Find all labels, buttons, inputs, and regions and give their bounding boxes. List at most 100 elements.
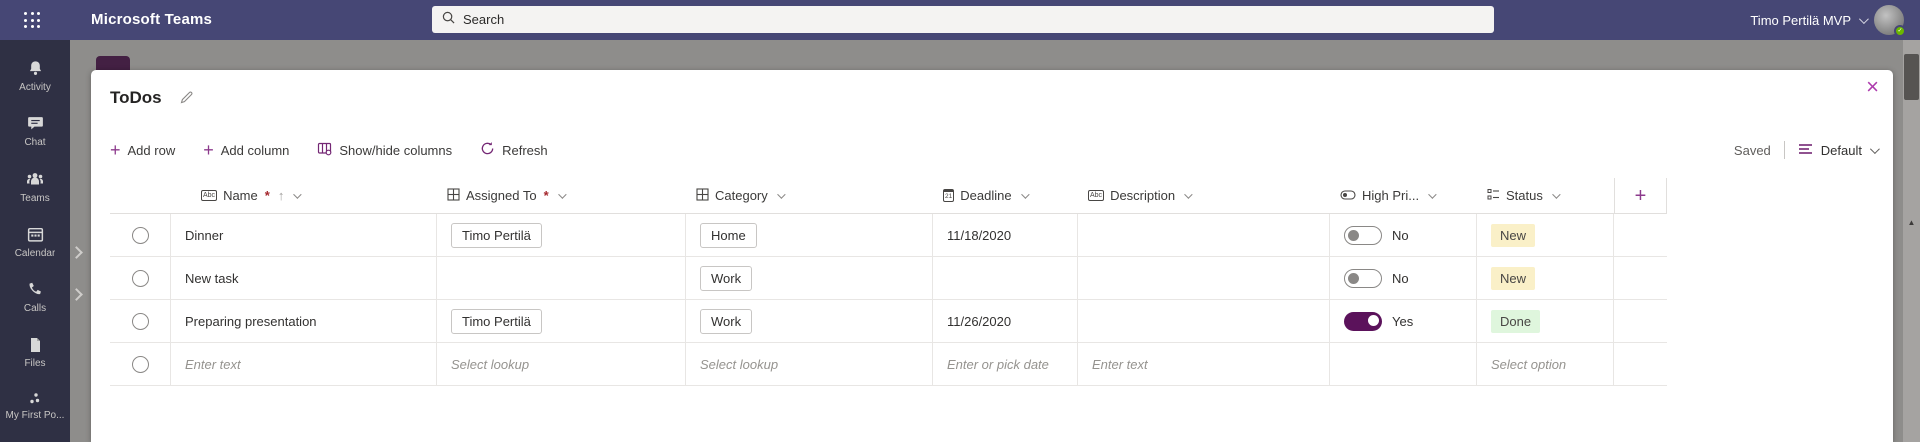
top-bar: Microsoft Teams Search Timo Pertilä MVP … xyxy=(0,0,1920,40)
edit-title-button[interactable] xyxy=(179,90,194,110)
cell-deadline[interactable] xyxy=(933,257,1078,299)
cell-deadline[interactable]: 11/26/2020 xyxy=(933,300,1078,342)
add-column-label: Add column xyxy=(220,142,290,158)
close-button[interactable]: × xyxy=(1866,74,1879,99)
cell-name-input[interactable]: Enter text xyxy=(171,343,437,385)
chevron-down-icon xyxy=(557,189,567,199)
header-deadline[interactable]: 21 Deadline xyxy=(933,178,1078,213)
lookup-type-icon xyxy=(696,187,709,204)
cell-high-priority-input[interactable] xyxy=(1330,343,1477,385)
cell-high-priority[interactable]: Yes xyxy=(1330,300,1477,342)
file-icon xyxy=(26,336,44,354)
add-row-button[interactable]: + Add row xyxy=(110,140,176,160)
cell-category[interactable]: Work xyxy=(686,300,933,342)
cell-status[interactable]: Done xyxy=(1477,300,1614,342)
cell-category[interactable]: Home xyxy=(686,214,933,256)
expand-chevron-icon[interactable] xyxy=(70,246,83,259)
cell-name[interactable]: New task xyxy=(171,257,437,299)
sidebar-item-calendar[interactable]: Calendar xyxy=(0,220,70,275)
expand-chevron-icon[interactable] xyxy=(70,288,83,301)
avatar[interactable]: ✓ xyxy=(1874,5,1906,37)
app-title: Microsoft Teams xyxy=(91,11,213,28)
cell-high-priority[interactable]: No xyxy=(1330,214,1477,256)
sidebar-item-calls[interactable]: Calls xyxy=(0,276,70,331)
sidebar-item-label: Files xyxy=(24,358,46,370)
assigned-chip[interactable]: Timo Pertilä xyxy=(451,222,542,248)
cell-description[interactable] xyxy=(1078,214,1330,256)
cell-assigned-to[interactable] xyxy=(437,257,686,299)
add-column-plus-button[interactable]: + xyxy=(1614,178,1667,214)
show-hide-columns-button[interactable]: Show/hide columns xyxy=(317,141,452,159)
status-badge[interactable]: New xyxy=(1491,223,1536,247)
refresh-button[interactable]: Refresh xyxy=(480,141,548,159)
show-hide-columns-label: Show/hide columns xyxy=(339,142,453,158)
row-selector-radio[interactable] xyxy=(131,226,149,244)
sidebar-item-files[interactable]: Files xyxy=(0,331,70,386)
status-badge[interactable]: Done xyxy=(1491,309,1541,333)
category-chip[interactable]: Home xyxy=(700,222,757,248)
cell-description[interactable] xyxy=(1078,257,1330,299)
chevron-down-icon xyxy=(293,189,302,199)
cell-description[interactable] xyxy=(1078,300,1330,342)
assigned-chip[interactable]: Timo Pertilä xyxy=(451,308,542,334)
header-assigned-to[interactable]: Assigned To * xyxy=(437,178,686,213)
high-priority-toggle[interactable] xyxy=(1344,225,1382,245)
cell-deadline-input[interactable]: Enter or pick date xyxy=(933,343,1078,385)
category-chip[interactable]: Work xyxy=(700,308,753,334)
plus-icon: + xyxy=(203,140,214,160)
cell-assigned-to[interactable]: Timo Pertilä xyxy=(437,214,686,256)
cell-description-input[interactable]: Enter text xyxy=(1078,343,1330,385)
lookup-type-icon xyxy=(447,187,460,204)
cell-high-priority[interactable]: No xyxy=(1330,257,1477,299)
view-selector[interactable]: Default xyxy=(1798,142,1880,158)
search-placeholder: Search xyxy=(463,12,505,27)
header-name[interactable]: Abc Name * ↑ xyxy=(171,178,437,213)
header-category[interactable]: Category xyxy=(686,178,933,213)
sidebar-item-label: Activity xyxy=(19,82,51,93)
cell-status-input[interactable]: Select option xyxy=(1477,343,1614,385)
sidebar-item-label: Calls xyxy=(23,302,47,314)
cell-assigned-to-input[interactable]: Select lookup xyxy=(437,343,686,385)
cell-status[interactable]: New xyxy=(1477,214,1614,256)
left-rail: Activity Chat Teams Calendar Calls Files… xyxy=(0,40,70,442)
sidebar-item-my-first-app[interactable]: My First Po... xyxy=(0,387,70,442)
toggle-type-icon xyxy=(1340,188,1356,203)
sidebar-item-label: My First Po... xyxy=(5,409,65,421)
cell-category-input[interactable]: Select lookup xyxy=(686,343,933,385)
view-name: Default xyxy=(1820,142,1862,158)
chevron-down-icon xyxy=(1184,189,1193,199)
high-priority-toggle[interactable] xyxy=(1344,268,1382,288)
todos-panel: ToDos × + Add row + Add column Show/hide… xyxy=(91,70,1893,442)
teams-icon xyxy=(25,170,45,189)
status-badge[interactable]: New xyxy=(1491,266,1536,290)
user-menu[interactable]: Timo Pertilä MVP ✓ xyxy=(1750,0,1906,40)
row-selector-radio[interactable] xyxy=(131,312,149,330)
row-selector-radio[interactable] xyxy=(131,355,149,373)
cell-name[interactable]: Dinner xyxy=(171,214,437,256)
date-type-icon: 21 xyxy=(943,189,955,202)
sidebar-item-label: Calendar xyxy=(14,248,56,260)
cell-status[interactable]: New xyxy=(1477,257,1614,299)
sidebar-item-activity[interactable]: Activity xyxy=(0,54,70,109)
category-chip[interactable]: Work xyxy=(700,265,753,291)
add-row-label: Add row xyxy=(127,142,176,158)
plus-icon: + xyxy=(110,140,121,160)
header-description[interactable]: Abc Description xyxy=(1078,178,1330,213)
cell-assigned-to[interactable]: Timo Pertilä xyxy=(437,300,686,342)
add-column-button[interactable]: + Add column xyxy=(203,140,290,160)
row-selector-radio[interactable] xyxy=(131,269,149,287)
header-status[interactable]: Status xyxy=(1477,178,1614,213)
high-priority-toggle[interactable] xyxy=(1344,311,1382,331)
scroll-up-arrow[interactable]: ▲ xyxy=(1907,218,1916,227)
header-label: Category xyxy=(715,188,768,203)
scrollbar-thumb[interactable] xyxy=(1904,54,1919,100)
cell-deadline[interactable]: 11/18/2020 xyxy=(933,214,1078,256)
app-launcher-waffle-icon[interactable] xyxy=(24,12,41,29)
chevron-down-icon xyxy=(1552,189,1561,199)
cell-category[interactable]: Work xyxy=(686,257,933,299)
header-high-priority[interactable]: High Pri... xyxy=(1330,178,1477,213)
search-input[interactable]: Search xyxy=(432,6,1494,33)
cell-name[interactable]: Preparing presentation xyxy=(171,300,437,342)
sidebar-item-teams[interactable]: Teams xyxy=(0,165,70,220)
sidebar-item-chat[interactable]: Chat xyxy=(0,109,70,164)
